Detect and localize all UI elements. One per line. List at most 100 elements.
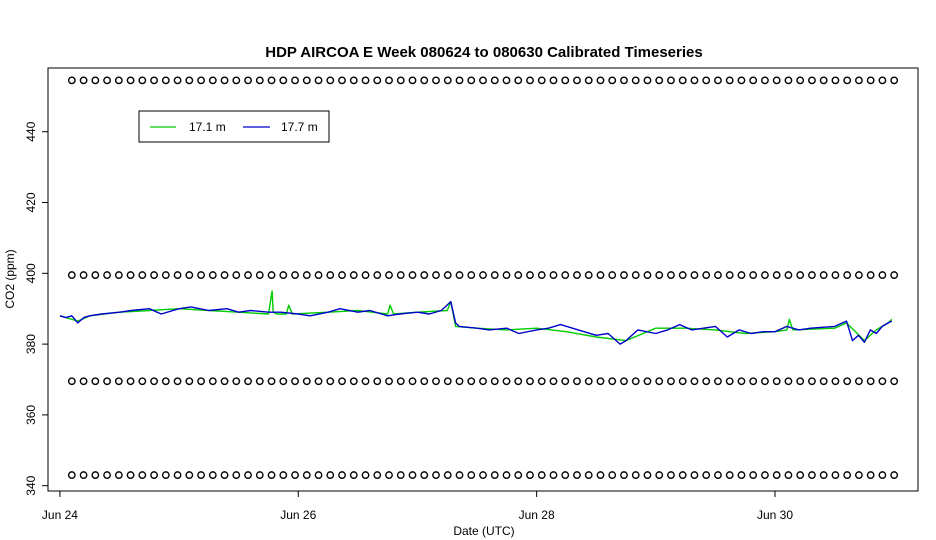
- marker-point: [267, 76, 276, 85]
- marker-point: [490, 271, 499, 279]
- marker-point: [291, 271, 299, 279]
- marker-point: [267, 471, 276, 479]
- marker-point: [338, 471, 346, 479]
- marker-point: [866, 76, 875, 85]
- plot-frame: [47, 67, 919, 492]
- marker-point: [502, 377, 511, 386]
- marker-point: [631, 377, 640, 386]
- marker-point: [314, 471, 323, 479]
- marker-point: [514, 76, 523, 85]
- marker-point: [373, 76, 382, 85]
- marker-point: [831, 471, 840, 479]
- marker-point: [561, 471, 570, 479]
- y-tick-label: 360: [24, 405, 38, 425]
- marker-point: [408, 471, 417, 479]
- marker-point: [326, 471, 335, 479]
- marker-point: [796, 271, 805, 279]
- marker-point: [138, 377, 147, 386]
- x-tick-label: Jun 30: [757, 508, 793, 522]
- marker-point: [244, 377, 252, 386]
- marker-point: [725, 76, 734, 85]
- marker-point: [690, 76, 699, 85]
- marker-point: [326, 271, 335, 279]
- marker-point: [114, 377, 123, 386]
- marker-point: [408, 377, 417, 386]
- marker-point: [573, 76, 581, 85]
- marker-point: [608, 271, 617, 279]
- marker-point: [690, 471, 699, 479]
- marker-point: [667, 76, 675, 85]
- marker-point: [455, 471, 464, 479]
- marker-point: [655, 76, 664, 85]
- marker-point: [67, 271, 76, 279]
- marker-point: [279, 76, 288, 85]
- marker-point: [126, 271, 135, 279]
- y-tick-label: 400: [24, 263, 38, 283]
- marker-point: [631, 271, 640, 279]
- marker-point: [655, 471, 664, 479]
- marker-point: [103, 377, 111, 386]
- marker-point: [385, 271, 393, 279]
- marker-point: [890, 76, 899, 85]
- marker-point: [537, 377, 546, 386]
- marker-point: [749, 76, 758, 85]
- marker-point: [79, 76, 88, 85]
- marker-point: [702, 76, 711, 85]
- marker-point: [385, 471, 393, 479]
- marker-point: [291, 76, 299, 85]
- marker-point: [714, 76, 722, 85]
- marker-point: [784, 377, 793, 386]
- marker-point: [326, 76, 335, 85]
- marker-point: [878, 76, 887, 85]
- marker-point: [349, 76, 358, 85]
- marker-point: [596, 76, 605, 85]
- marker-point: [855, 271, 863, 279]
- marker-point: [678, 271, 687, 279]
- marker-point: [549, 471, 558, 479]
- marker-point: [467, 271, 476, 279]
- marker-point: [561, 271, 570, 279]
- marker-point: [208, 76, 217, 85]
- marker-point: [361, 471, 370, 479]
- marker-point: [432, 271, 440, 279]
- marker-point: [526, 377, 534, 386]
- marker-point: [173, 471, 182, 479]
- marker-point: [890, 471, 899, 479]
- marker-point: [631, 471, 640, 479]
- marker-point: [502, 271, 511, 279]
- marker-point: [103, 471, 111, 479]
- marker-point: [432, 471, 440, 479]
- series-line-17-7-m: [59, 300, 893, 345]
- marker-point: [326, 377, 335, 386]
- marker-point: [620, 471, 628, 479]
- marker-point: [150, 271, 158, 279]
- marker-point: [361, 271, 370, 279]
- marker-point: [79, 471, 88, 479]
- marker-point: [725, 271, 734, 279]
- marker-point: [772, 76, 781, 85]
- marker-point: [173, 271, 182, 279]
- marker-point: [185, 271, 194, 279]
- marker-point: [91, 271, 100, 279]
- marker-point: [91, 471, 100, 479]
- marker-point: [291, 471, 299, 479]
- chart-title: HDP AIRCOA E Week 080624 to 080630 Calib…: [265, 44, 702, 61]
- marker-point: [373, 377, 382, 386]
- marker-point: [537, 76, 546, 85]
- marker-point: [667, 271, 675, 279]
- marker-point: [220, 471, 229, 479]
- marker-point: [620, 76, 628, 85]
- marker-point: [232, 471, 241, 479]
- marker-point: [79, 377, 88, 386]
- marker-point: [831, 76, 840, 85]
- marker-point: [855, 76, 863, 85]
- marker-point: [267, 271, 276, 279]
- marker-point: [420, 271, 429, 279]
- marker-point: [737, 471, 746, 479]
- marker-point: [314, 377, 323, 386]
- marker-point: [772, 377, 781, 386]
- marker-point: [385, 76, 393, 85]
- marker-point: [890, 377, 899, 386]
- marker-point: [608, 471, 617, 479]
- marker-point: [220, 76, 229, 85]
